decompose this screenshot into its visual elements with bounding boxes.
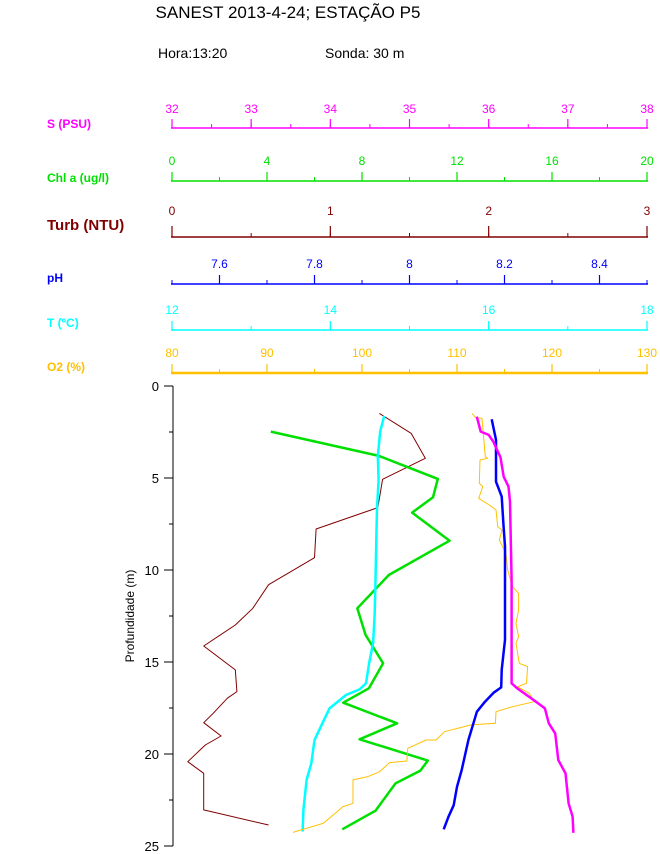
axis-name: Turb (NTU): [47, 217, 124, 234]
tick-label: 0: [169, 154, 176, 168]
series-line-o2: [292, 413, 535, 833]
depth-tick-label: 25: [145, 839, 159, 854]
series-s: [475, 416, 575, 833]
tick-label: 32: [165, 102, 179, 116]
tick-label: 130: [637, 346, 657, 360]
series-line-chl: [270, 430, 451, 831]
axis-name: Chl a (ug/l): [47, 171, 109, 185]
axis-turb: Turb (NTU) 0 1 2 3: [47, 204, 651, 238]
y-axis-label: Profundidade (m): [123, 570, 137, 663]
tick-label: 34: [324, 102, 338, 116]
axis-chl: Chl a (ug/l) 0 4 8 12 16 20: [47, 154, 654, 185]
tick-label: 8.2: [496, 257, 513, 271]
axis-ph: pH 7.6 7.8 8 8.2 8.4: [47, 257, 648, 285]
tick-label: 4: [264, 154, 271, 168]
probe-depth-label: Sonda: 30 m: [325, 45, 404, 61]
axis-name: S (PSU): [47, 117, 91, 131]
tick-label: 90: [260, 346, 274, 360]
series-o2: [292, 413, 535, 833]
series-line-turb: [187, 412, 426, 826]
tick-label: 2: [485, 204, 492, 218]
depth-tick-label: 20: [145, 747, 159, 762]
tick-label: 120: [542, 346, 562, 360]
tick-label: 14: [324, 303, 338, 317]
time-label: Hora:13:20: [158, 45, 227, 61]
tick-label: 8: [406, 257, 413, 271]
tick-label: 18: [640, 303, 654, 317]
tick-label: 12: [450, 154, 464, 168]
tick-label: 8.4: [591, 257, 608, 271]
depth-axis: 0 5 10 15 20 25: [145, 379, 174, 854]
axis-t: T (ºC) 12 14 16 18: [47, 303, 654, 331]
axis-s: S (PSU) 32 33 34 35 36 37 38: [47, 102, 654, 131]
depth-tick-label: 0: [152, 379, 159, 394]
tick-label: 1: [327, 204, 334, 218]
axis-name: T (ºC): [47, 316, 79, 330]
series-line-ph: [442, 419, 507, 830]
tick-label: 38: [640, 102, 654, 116]
tick-label: 33: [244, 102, 258, 116]
tick-label: 12: [165, 303, 179, 317]
tick-label: 35: [403, 102, 417, 116]
tick-label: 8: [359, 154, 366, 168]
depth-tick-label: 5: [152, 471, 159, 486]
tick-label: 110: [447, 346, 466, 360]
depth-tick-label: 15: [145, 655, 159, 670]
series-lines: [187, 412, 575, 833]
tick-label: 20: [640, 154, 654, 168]
tick-label: 100: [352, 346, 372, 360]
series-chl: [270, 430, 451, 831]
chart-title: SANEST 2013-4-24; ESTAÇÃO P5: [156, 3, 421, 22]
axis-name: O2 (%): [47, 360, 85, 374]
axis-name: pH: [47, 271, 63, 285]
tick-label: 3: [644, 204, 651, 218]
series-line-s: [475, 416, 575, 833]
depth-tick-label: 10: [145, 563, 159, 578]
axis-o2: O2 (%) 80 90 100 110 120 130: [47, 346, 657, 375]
series-t: [301, 415, 386, 832]
tick-label: 36: [482, 102, 496, 116]
tick-label: 7.8: [306, 257, 323, 271]
series-line-t: [301, 415, 386, 832]
series-ph: [442, 419, 507, 830]
series-turb: [187, 412, 426, 826]
tick-label: 0: [169, 204, 176, 218]
tick-label: 80: [165, 346, 179, 360]
tick-label: 37: [561, 102, 575, 116]
tick-label: 16: [482, 303, 496, 317]
tick-label: 7.6: [211, 257, 228, 271]
tick-label: 16: [545, 154, 559, 168]
